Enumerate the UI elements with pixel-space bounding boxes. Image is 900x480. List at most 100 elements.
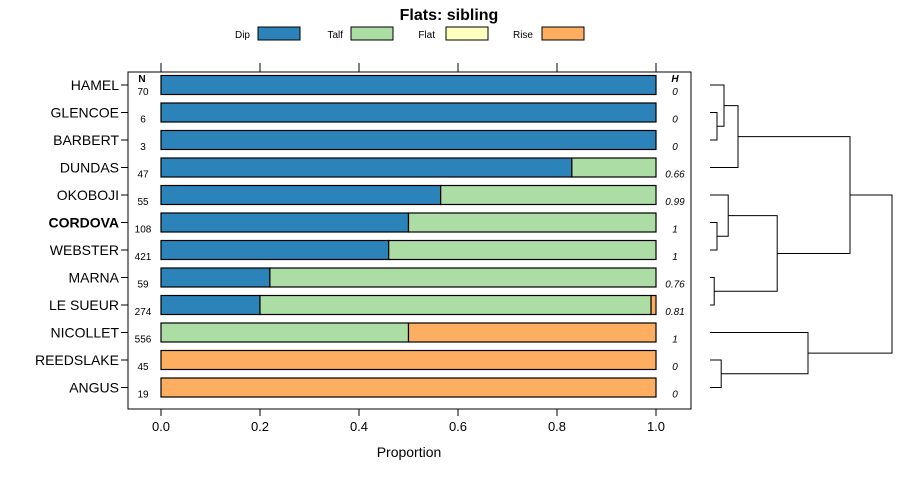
legend-label-flat: Flat bbox=[418, 30, 435, 41]
row-label-hamel: HAMEL bbox=[71, 77, 119, 93]
legend-swatch-rise bbox=[541, 26, 585, 41]
bar-segment-marna-talf bbox=[269, 267, 657, 288]
x-tick-label-0: 0.0 bbox=[152, 419, 170, 434]
h-value-dundas: 0.66 bbox=[665, 170, 685, 181]
h-value-barbert: 0 bbox=[672, 142, 678, 153]
x-tick-label-3: 0.6 bbox=[449, 419, 467, 434]
bar-segment-le-sueur-dip bbox=[160, 294, 261, 316]
h-value-marna: 0.76 bbox=[665, 280, 685, 291]
x-axis-title: Proportion bbox=[377, 444, 442, 460]
legend-swatch-flat bbox=[445, 26, 489, 41]
bar-segment-cordova-talf bbox=[407, 212, 657, 233]
bar-segment-barbert-dip bbox=[160, 129, 657, 151]
n-value-cordova: 108 bbox=[135, 225, 152, 236]
n-value-le-sueur: 274 bbox=[135, 307, 152, 318]
dendrogram-link-8 bbox=[710, 359, 722, 388]
bar-segment-dundas-talf bbox=[571, 157, 657, 178]
n-column-header: N bbox=[138, 74, 145, 85]
n-value-webster: 421 bbox=[135, 252, 152, 263]
row-label-marna: MARNA bbox=[68, 270, 119, 286]
dendrogram-link-10 bbox=[808, 194, 893, 354]
row-label-webster: WEBSTER bbox=[50, 242, 119, 258]
row-le-sueur: LE SUEUR 274 0.81 bbox=[49, 294, 685, 318]
row-label-barbert: BARBERT bbox=[53, 132, 119, 148]
bar-segment-nicollet-rise bbox=[407, 322, 657, 343]
bar-segment-webster-talf bbox=[388, 239, 657, 261]
bar-rows: HAMEL 70 0 GLENCOE 6 0 BARBERT 3 0 DUNDAS 47 0.66 OK… bbox=[35, 74, 685, 401]
bar-segment-le-sueur-talf bbox=[259, 294, 652, 316]
row-okoboji: OKOBOJI 55 0.99 bbox=[57, 184, 685, 208]
bar-segment-okoboji-dip bbox=[160, 184, 442, 206]
row-label-angus: ANGUS bbox=[69, 380, 119, 396]
dendrogram-link-9 bbox=[710, 332, 809, 375]
row-marna: MARNA 59 0.76 bbox=[68, 267, 685, 291]
bar-segment-marna-dip bbox=[160, 267, 271, 288]
x-axis: 0.0 0.2 0.4 0.6 0.8 1.0 bbox=[152, 409, 665, 434]
h-value-webster: 1 bbox=[672, 252, 678, 263]
x-tick-label-2: 0.4 bbox=[350, 419, 368, 434]
dendrogram bbox=[710, 84, 893, 388]
dendrogram-link-5 bbox=[710, 277, 715, 306]
bar-segment-nicollet-talf bbox=[160, 322, 410, 343]
bar-segment-dundas-dip bbox=[160, 157, 573, 178]
bar-segment-okoboji-talf bbox=[440, 184, 657, 206]
row-label-reedslake: REEDSLAKE bbox=[35, 352, 119, 368]
h-value-cordova: 1 bbox=[672, 225, 678, 236]
row-dundas: DUNDAS 47 0.66 bbox=[60, 157, 685, 181]
legend-swatch-talf bbox=[350, 26, 394, 41]
row-hamel: HAMEL 70 0 bbox=[71, 74, 678, 98]
h-value-hamel: 0 bbox=[672, 87, 678, 98]
row-angus: ANGUS 19 0 bbox=[69, 377, 678, 401]
n-value-dundas: 47 bbox=[137, 170, 149, 181]
bar-segment-reedslake-rise bbox=[160, 349, 657, 371]
n-value-reedslake: 45 bbox=[137, 362, 149, 373]
row-label-cordova: CORDOVA bbox=[48, 215, 119, 231]
n-value-hamel: 70 bbox=[137, 87, 149, 98]
plot-frame bbox=[127, 71, 692, 410]
n-value-glencoe: 6 bbox=[140, 115, 146, 126]
row-label-glencoe: GLENCOE bbox=[51, 105, 119, 121]
legend-swatch-dip bbox=[257, 26, 301, 41]
chart-title: Flats: sibling bbox=[400, 7, 499, 24]
x-tick-label-1: 0.2 bbox=[251, 419, 269, 434]
bar-segment-le-sueur-rise bbox=[650, 294, 657, 316]
n-value-barbert: 3 bbox=[140, 142, 146, 153]
dendrogram-link-7 bbox=[738, 136, 851, 254]
legend-label-talf: Talf bbox=[327, 30, 343, 41]
bar-segment-webster-dip bbox=[160, 239, 390, 261]
row-label-nicollet: NICOLLET bbox=[51, 325, 120, 341]
dendrogram-link-3 bbox=[710, 222, 718, 251]
row-barbert: BARBERT 3 0 bbox=[53, 129, 678, 153]
h-value-angus: 0 bbox=[672, 390, 678, 401]
legend-label-rise: Rise bbox=[513, 30, 533, 41]
x-tick-label-5: 1.0 bbox=[647, 419, 665, 434]
row-label-dundas: DUNDAS bbox=[60, 160, 119, 176]
dendrogram-link-0 bbox=[710, 112, 718, 141]
bar-segment-cordova-dip bbox=[160, 212, 410, 233]
legend: Dip Talf Flat Rise bbox=[235, 26, 585, 41]
row-reedslake: REEDSLAKE 45 0 bbox=[35, 349, 678, 373]
dendrogram-link-6 bbox=[714, 215, 778, 292]
top-axis-ticks bbox=[160, 63, 657, 72]
x-tick-label-4: 0.8 bbox=[548, 419, 566, 434]
n-value-marna: 59 bbox=[137, 280, 149, 291]
row-nicollet: NICOLLET 556 1 bbox=[51, 322, 678, 346]
legend-label-dip: Dip bbox=[235, 30, 250, 41]
n-value-angus: 19 bbox=[137, 390, 149, 401]
h-column-header: H bbox=[671, 74, 679, 85]
h-value-nicollet: 1 bbox=[672, 335, 678, 346]
bar-segment-hamel-dip bbox=[160, 74, 657, 96]
bar-segment-angus-rise bbox=[160, 377, 657, 398]
h-value-reedslake: 0 bbox=[672, 362, 678, 373]
row-label-okoboji: OKOBOJI bbox=[57, 187, 119, 203]
bar-segment-glencoe-dip bbox=[160, 102, 657, 123]
h-value-glencoe: 0 bbox=[672, 115, 678, 126]
row-label-le-sueur: LE SUEUR bbox=[49, 297, 119, 313]
row-cordova: CORDOVA 108 1 bbox=[48, 212, 678, 236]
dendrogram-link-4 bbox=[710, 194, 729, 237]
row-glencoe: GLENCOE 6 0 bbox=[51, 102, 678, 126]
h-value-le-sueur: 0.81 bbox=[665, 307, 684, 318]
h-value-okoboji: 0.99 bbox=[665, 197, 685, 208]
row-webster: WEBSTER 421 1 bbox=[50, 239, 678, 263]
